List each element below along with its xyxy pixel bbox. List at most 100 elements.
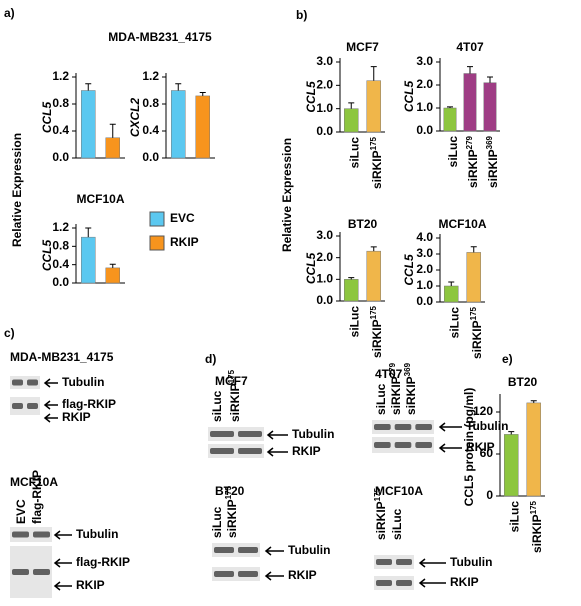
y-tick-label: 1.0 xyxy=(416,100,433,114)
legend-swatch xyxy=(149,235,165,251)
blot-band xyxy=(415,442,432,448)
y-tick-label: 0.4 xyxy=(52,257,69,271)
blot-band xyxy=(27,403,38,409)
error-bar xyxy=(348,277,355,280)
y-tick-label: 4.0 xyxy=(416,230,433,244)
y-tick-label: 0.8 xyxy=(142,96,159,110)
error-bar xyxy=(85,227,92,238)
arrow xyxy=(438,443,462,453)
chart-title: MCF10A xyxy=(76,192,124,206)
band-label: RKIP xyxy=(466,440,495,454)
error-bar xyxy=(530,400,537,403)
band-label: flag-RKIP xyxy=(62,397,116,411)
band-label: Tubulin xyxy=(76,527,118,541)
blot-band xyxy=(394,442,412,448)
bar xyxy=(105,137,120,159)
blot-band xyxy=(12,569,29,575)
error-bar xyxy=(109,123,116,138)
y-tick-label: 1.0 xyxy=(316,101,333,115)
blot-strip xyxy=(212,543,260,557)
y-tick-label: 0.4 xyxy=(142,123,159,137)
x-tick-label: siLuc xyxy=(507,501,521,533)
y-tick-label: 2.0 xyxy=(316,78,333,92)
y-axis-title: CXCL2 xyxy=(128,98,142,138)
y-tick-label: 0.4 xyxy=(52,123,69,137)
blot-band xyxy=(33,531,50,538)
blot-band xyxy=(214,547,234,553)
chart-title: BT20 xyxy=(508,375,538,389)
arrow xyxy=(43,413,58,423)
y-tick-label: 1.2 xyxy=(52,220,69,234)
blot-band xyxy=(238,547,258,553)
y-tick-label: 1.2 xyxy=(142,69,159,83)
blot-band xyxy=(394,424,412,430)
y-tick-label: 2.0 xyxy=(416,77,433,91)
blot-strip xyxy=(374,576,414,590)
y-tick-label: 0.0 xyxy=(142,150,159,164)
y-tick-label: 120 xyxy=(473,404,493,418)
lane-label: siLuc xyxy=(210,390,224,422)
error-bar xyxy=(85,83,92,91)
arrow xyxy=(266,430,288,440)
band-label: RKIP xyxy=(288,568,317,582)
bar xyxy=(344,108,359,133)
blot-band xyxy=(238,448,262,454)
y-tick-label: 3.0 xyxy=(416,246,433,260)
x-tick-label: siRKIP175 xyxy=(369,136,384,189)
y-tick-label: 3.0 xyxy=(316,54,333,68)
blot-band xyxy=(12,403,23,409)
blot-title: MCF7 xyxy=(215,374,248,388)
arrow xyxy=(264,546,284,556)
band-label: RKIP xyxy=(62,410,91,424)
bar xyxy=(526,402,541,497)
y-tick-label: 1.0 xyxy=(416,278,433,292)
arrow xyxy=(418,558,446,568)
blot-title: MDA-MB231_4175 xyxy=(10,350,114,364)
y-tick-label: 0.0 xyxy=(416,294,433,308)
arrow xyxy=(43,400,58,410)
error-bar xyxy=(199,92,206,96)
band-label: Tubulin xyxy=(466,419,508,433)
y-axis-title: Relative Expression xyxy=(10,133,24,247)
panel-label: e) xyxy=(502,352,513,366)
lane-label: siRKIP175 xyxy=(224,485,239,538)
blot-strip xyxy=(212,567,260,581)
bar xyxy=(444,285,459,303)
bar xyxy=(443,107,457,132)
blot-band xyxy=(396,580,412,586)
band-label: Tubulin xyxy=(292,427,334,441)
error-bar xyxy=(470,246,477,253)
blot-band xyxy=(238,431,262,437)
error-bar xyxy=(109,263,116,268)
y-tick-label: 2.0 xyxy=(416,262,433,276)
blot-strip xyxy=(10,376,40,389)
panel-label: b) xyxy=(296,8,307,22)
blot-band xyxy=(374,424,391,430)
arrow xyxy=(53,558,72,568)
error-bar xyxy=(370,246,377,252)
blot-title: MCF10A xyxy=(375,484,423,498)
blot-band xyxy=(210,448,234,454)
y-axis-title: CCL5 xyxy=(402,254,416,286)
y-axis-title: CCL5 xyxy=(304,253,318,285)
arrow xyxy=(264,571,284,581)
band-label: RKIP xyxy=(450,575,479,589)
y-axis-title: CCL5 xyxy=(40,240,54,272)
x-tick-label: siRKIP175 xyxy=(469,306,484,359)
chart-title: BT20 xyxy=(348,217,378,231)
x-tick-label: siRKIP175 xyxy=(369,305,384,358)
blot-band xyxy=(415,424,432,430)
y-tick-label: 2.0 xyxy=(316,250,333,264)
blot-band xyxy=(33,569,50,575)
y-tick-label: 1.2 xyxy=(52,69,69,83)
x-tick-label: siLuc xyxy=(347,306,361,338)
bar xyxy=(463,73,477,132)
y-tick-label: 0 xyxy=(486,488,493,502)
y-tick-label: 0.8 xyxy=(52,239,69,253)
legend-swatch xyxy=(149,211,165,227)
panel-title: MDA-MB231_4175 xyxy=(108,30,212,44)
band-label: Tubulin xyxy=(450,555,492,569)
error-bar xyxy=(467,66,473,74)
panel-label: a) xyxy=(4,6,15,20)
y-tick-label: 1.0 xyxy=(316,272,333,286)
